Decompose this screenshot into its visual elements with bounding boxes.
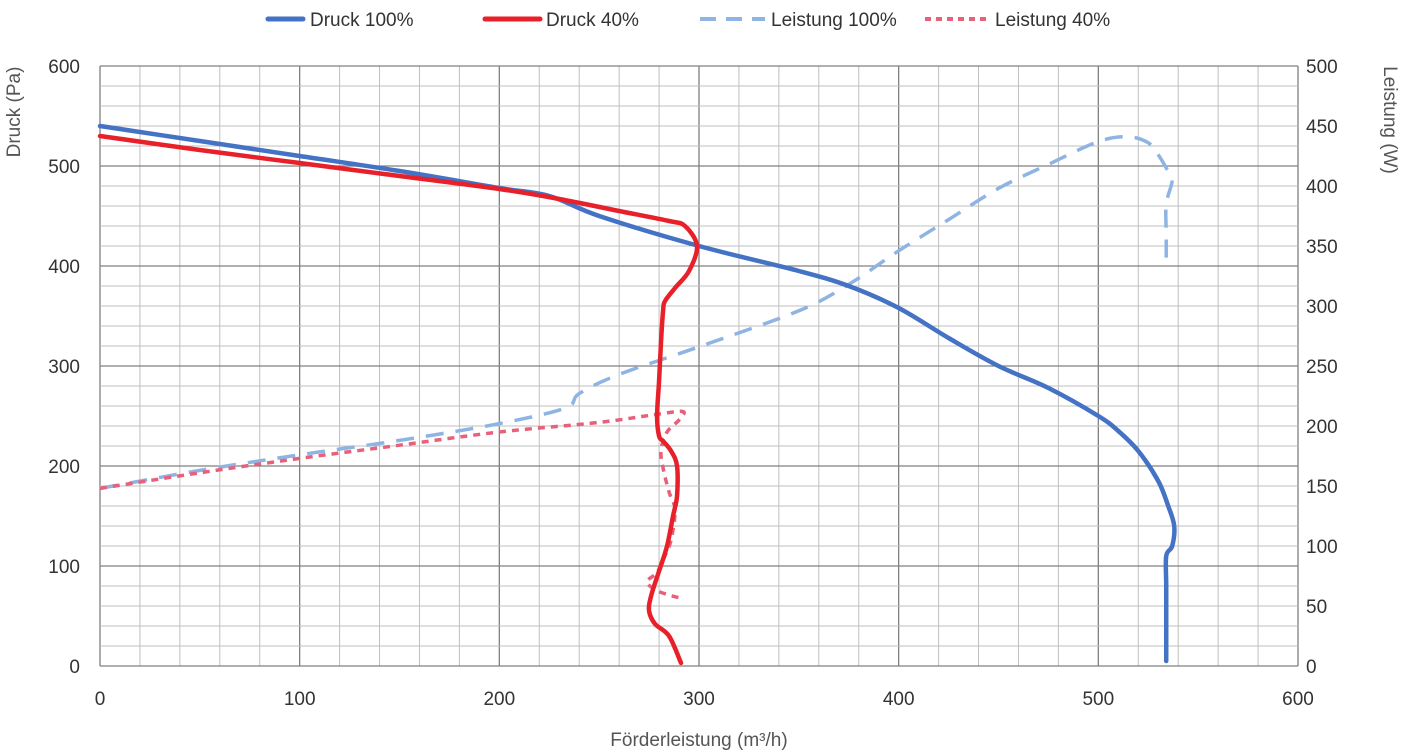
y-right-tick-label: 150 <box>1306 477 1338 498</box>
y-left-tick-label: 300 <box>48 357 80 378</box>
y-right-tick-label: 50 <box>1306 597 1327 618</box>
x-tick-label: 200 <box>483 689 515 710</box>
series-druck-40-line <box>97 133 700 666</box>
series-leistung-100-line <box>99 135 1174 491</box>
gridlines <box>99 65 1299 667</box>
y-left-tick-label: 200 <box>48 457 80 478</box>
y-right-tick-label: 450 <box>1306 117 1338 138</box>
legend: Druck 100% Druck 40% Leistung 100% Leist… <box>265 10 1110 31</box>
legend-item-druck-100: Druck 100% <box>265 10 414 31</box>
x-tick-label: 100 <box>284 689 316 710</box>
series-druck-100-line <box>97 123 1177 664</box>
y-right-tick-label: 250 <box>1306 357 1338 378</box>
legend-item-leistung-100: Leistung 100% <box>700 10 897 31</box>
x-axis-ticks: 0 100 200 300 400 500 600 <box>95 689 1314 710</box>
y-right-tick-label: 300 <box>1306 297 1338 318</box>
y-left-tick-label: 0 <box>69 657 80 678</box>
legend-label-leistung-100: Leistung 100% <box>771 10 897 31</box>
legend-label-druck-40: Druck 40% <box>546 10 639 31</box>
y-right-tick-label: 200 <box>1306 417 1338 438</box>
y-left-axis-ticks: 0 100 200 300 400 500 600 <box>48 57 80 678</box>
y-right-tick-label: 500 <box>1306 57 1338 78</box>
y-left-tick-label: 600 <box>48 57 80 78</box>
x-tick-label: 600 <box>1282 689 1314 710</box>
x-axis-title: Förderleistung (m³/h) <box>610 730 787 751</box>
x-tick-label: 300 <box>683 689 715 710</box>
y-right-tick-label: 100 <box>1306 537 1338 558</box>
y-left-tick-label: 100 <box>48 557 80 578</box>
y-left-tick-label: 400 <box>48 257 80 278</box>
legend-label-druck-100: Druck 100% <box>310 10 414 31</box>
legend-item-druck-40: Druck 40% <box>482 10 639 31</box>
y-right-tick-label: 400 <box>1306 177 1338 198</box>
y-right-axis-ticks: 0 50 100 150 200 250 300 350 400 450 500 <box>1306 57 1338 678</box>
y-right-tick-label: 0 <box>1306 657 1317 678</box>
y-right-axis-title: Leistung (W) <box>1379 66 1400 174</box>
x-tick-label: 500 <box>1082 689 1114 710</box>
x-tick-label: 400 <box>883 689 915 710</box>
y-right-tick-label: 350 <box>1306 237 1338 258</box>
series-layer <box>97 123 1177 666</box>
legend-label-leistung-40: Leistung 40% <box>995 10 1110 31</box>
y-left-tick-label: 500 <box>48 157 80 178</box>
legend-item-leistung-40: Leistung 40% <box>925 10 1110 31</box>
x-tick-label: 0 <box>95 689 106 710</box>
y-left-axis-title: Druck (Pa) <box>4 67 25 158</box>
